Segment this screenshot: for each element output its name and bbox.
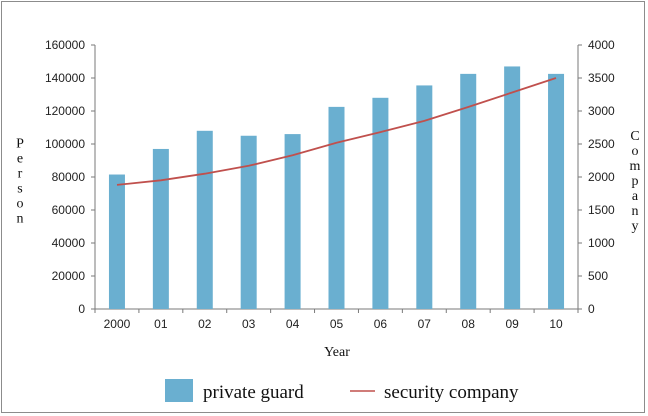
bar-private-guard bbox=[548, 73, 565, 309]
y-tick-label-left: 20000 bbox=[52, 269, 86, 283]
legend: private guard security company bbox=[165, 379, 519, 403]
y-tick-label-right: 3500 bbox=[588, 71, 615, 85]
x-tick-label: 01 bbox=[154, 317, 168, 331]
legend-swatch-private-guard bbox=[165, 379, 193, 402]
y-tick-label-right: 1500 bbox=[588, 203, 615, 217]
bar-private-guard bbox=[108, 174, 125, 309]
x-tick-label: 02 bbox=[198, 317, 212, 331]
x-tick-label: 2000 bbox=[104, 317, 131, 331]
y-tick-label-left: 160000 bbox=[45, 38, 85, 52]
x-tick-label: 04 bbox=[286, 317, 300, 331]
y-tick-label-right: 0 bbox=[588, 302, 595, 316]
x-tick-label: 08 bbox=[462, 317, 476, 331]
x-tick-label: 09 bbox=[505, 317, 519, 331]
y-tick-label-right: 4000 bbox=[588, 38, 615, 52]
y-tick-label-left: 120000 bbox=[45, 104, 85, 118]
bar-private-guard bbox=[284, 134, 301, 309]
y-tick-label-right: 1000 bbox=[588, 236, 615, 250]
bar-private-guard bbox=[372, 97, 389, 309]
y-tick-label-left: 100000 bbox=[45, 137, 85, 151]
y-tick-label-left: 40000 bbox=[52, 236, 86, 250]
y-tick-label-right: 2000 bbox=[588, 170, 615, 184]
y-tick-label-right: 500 bbox=[588, 269, 608, 283]
bar-private-guard bbox=[504, 66, 521, 309]
x-tick-label: 05 bbox=[330, 317, 344, 331]
legend-label-security-company: security company bbox=[384, 382, 519, 403]
x-tick-label: 10 bbox=[549, 317, 563, 331]
y-tick-label-left: 60000 bbox=[52, 203, 86, 217]
y-tick-label-left: 140000 bbox=[45, 71, 85, 85]
x-tick-label: 07 bbox=[418, 317, 432, 331]
line-security-company bbox=[116, 77, 557, 186]
x-tick-label: 03 bbox=[242, 317, 256, 331]
y-tick-label-right: 3000 bbox=[588, 104, 615, 118]
y-tick-label-left: 80000 bbox=[52, 170, 86, 184]
bar-private-guard bbox=[240, 135, 257, 309]
x-tick-label: 06 bbox=[374, 317, 388, 331]
x-axis-title: Year bbox=[324, 345, 350, 360]
bar-private-guard bbox=[196, 130, 213, 309]
y-tick-label-left: 0 bbox=[78, 302, 85, 316]
bar-private-guard bbox=[416, 85, 433, 309]
y-tick-label-right: 2500 bbox=[588, 137, 615, 151]
legend-label-private-guard: private guard bbox=[203, 382, 304, 403]
bar-private-guard bbox=[328, 106, 345, 309]
bar-private-guard bbox=[152, 148, 169, 309]
bar-private-guard bbox=[460, 73, 477, 309]
